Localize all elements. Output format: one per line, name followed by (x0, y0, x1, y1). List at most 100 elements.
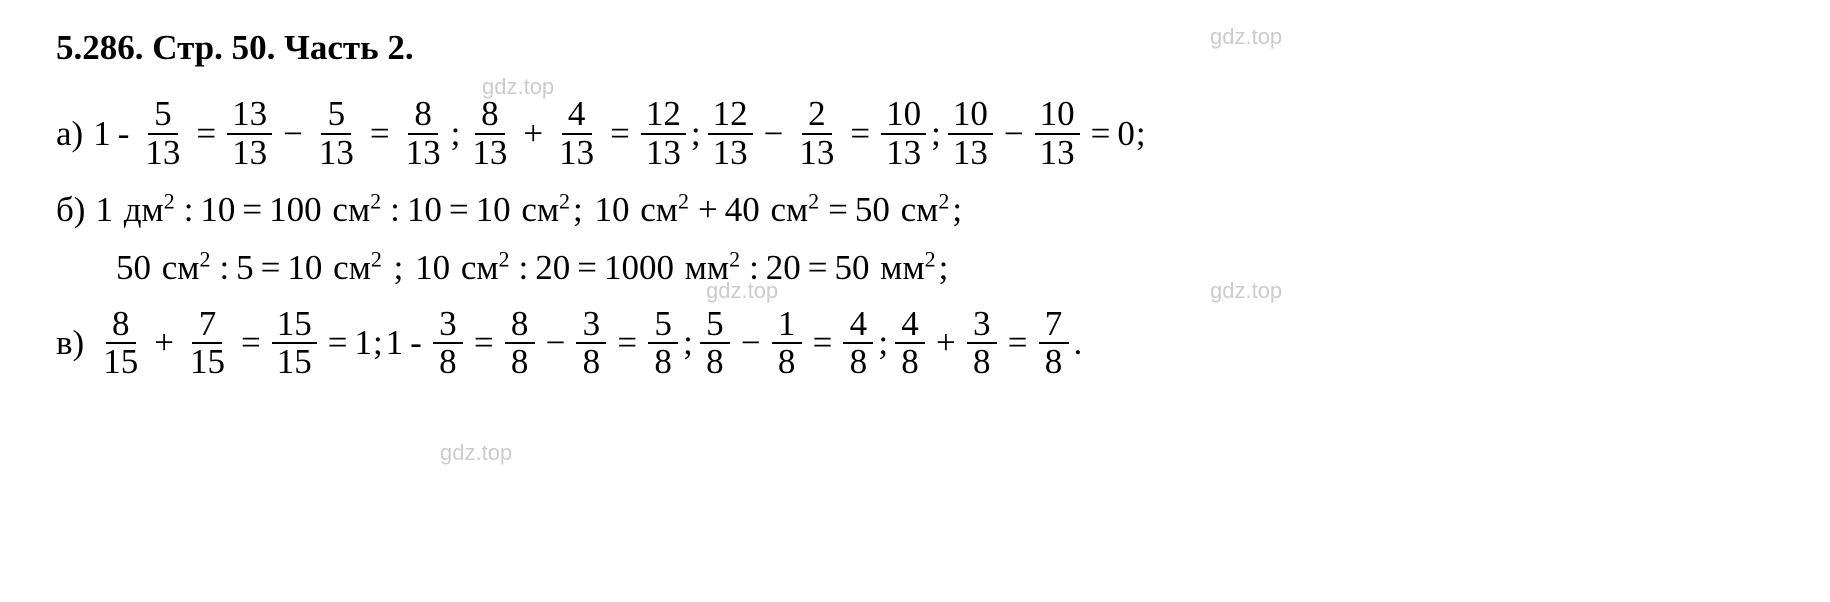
text: 50 (116, 248, 151, 288)
numerator: 1 (772, 306, 802, 345)
semicolon: ; (373, 323, 383, 363)
denominator: 13 (881, 135, 926, 172)
denominator: 13 (314, 135, 359, 172)
fraction: 88 (505, 306, 535, 382)
denominator: 8 (648, 344, 678, 381)
op-eq: = (261, 248, 281, 288)
fraction: 58 (648, 306, 678, 382)
fraction: 1213 (641, 96, 686, 172)
op-eq: = (617, 323, 637, 363)
page-label: Стр. 50. (152, 28, 275, 67)
semicolon: ; (691, 114, 701, 154)
fraction: 813 (401, 96, 446, 172)
numerator: 4 (843, 306, 873, 345)
fraction: 715 (185, 306, 230, 382)
text (384, 248, 393, 288)
semicolon: ; (683, 323, 693, 363)
denominator: 8 (843, 344, 873, 381)
fraction: 1515 (272, 306, 317, 382)
text (586, 190, 595, 230)
op-minus: − (1004, 114, 1024, 154)
unit-mm: мм2 (872, 248, 936, 288)
semicolon: ; (952, 190, 962, 230)
text: 10 (287, 248, 322, 288)
fraction: 38 (967, 306, 997, 382)
numerator: 12 (708, 96, 753, 135)
unit-cm: см2 (892, 190, 949, 230)
line-b1: б) 1 дм2 : 10 = 100 см2 : 10 = 10 см2 ; … (56, 190, 1774, 230)
fraction: 413 (554, 96, 599, 172)
fraction: 18 (772, 306, 802, 382)
denominator: 8 (772, 344, 802, 381)
op-minus: − (764, 114, 784, 154)
denominator: 13 (641, 135, 686, 172)
unit-mm: мм2 (676, 248, 740, 288)
denominator: 13 (708, 135, 753, 172)
fraction: 213 (794, 96, 839, 172)
line-v: в) 815 + 715 = 1515 = 1 ; 1 - 38 = 88 − … (56, 306, 1774, 382)
op-minus: − (546, 323, 566, 363)
label-v: в) (56, 323, 84, 363)
semicolon: ; (931, 114, 941, 154)
denominator: 8 (700, 344, 730, 381)
text: 10 (415, 248, 450, 288)
line-a: а) 1 - 513 = 1313 − 513 = 813 ; 813 + 41… (56, 96, 1774, 172)
numerator: 3 (967, 306, 997, 345)
op-minus: - (118, 114, 130, 154)
denominator: 13 (794, 135, 839, 172)
problem-number: 5.286. (56, 28, 144, 67)
op-eq: = (813, 323, 833, 363)
text: 20 (535, 248, 570, 288)
unit-cm: см2 (324, 190, 381, 230)
op-colon: : (749, 248, 759, 288)
text: 10 (595, 190, 630, 230)
numerator: 3 (576, 306, 606, 345)
op-eq: = (328, 323, 348, 363)
fraction: 815 (98, 306, 143, 382)
text: 1 (354, 323, 372, 363)
numerator: 15 (272, 306, 317, 345)
op-eq: = (610, 114, 630, 154)
op-colon: : (184, 190, 194, 230)
numerator: 7 (1039, 306, 1069, 345)
fraction: 1213 (708, 96, 753, 172)
denominator: 15 (185, 344, 230, 381)
op-eq: = (1008, 323, 1028, 363)
fraction: 513 (140, 96, 185, 172)
semicolon: ; (394, 248, 404, 288)
numerator: 5 (648, 306, 678, 345)
denominator: 8 (576, 344, 606, 381)
op-eq: = (1091, 114, 1111, 154)
numerator: 12 (641, 96, 686, 135)
part-label: Часть 2. (284, 28, 413, 67)
fraction: 48 (843, 306, 873, 382)
fraction: 58 (700, 306, 730, 382)
fraction: 38 (433, 306, 463, 382)
op-eq: = (850, 114, 870, 154)
numerator: 10 (881, 96, 926, 135)
denominator: 8 (505, 344, 535, 381)
numerator: 8 (475, 96, 505, 135)
text: 20 (766, 248, 801, 288)
unit-cm: см2 (762, 190, 819, 230)
op-eq: = (241, 323, 261, 363)
text: 10 (200, 190, 235, 230)
text: 1000 (604, 248, 674, 288)
semicolon: ; (878, 323, 888, 363)
numerator: 4 (562, 96, 592, 135)
op-colon: : (390, 190, 400, 230)
numerator: 5 (700, 306, 730, 345)
op-colon: : (519, 248, 529, 288)
numerator: 10 (1035, 96, 1080, 135)
op-plus: + (936, 323, 956, 363)
label-a: а) (56, 114, 83, 154)
numerator: 4 (895, 306, 925, 345)
unit-cm: см2 (324, 248, 381, 288)
unit-cm: см2 (153, 248, 210, 288)
text: 1 (95, 190, 113, 230)
op-eq: = (370, 114, 390, 154)
op-minus: − (741, 323, 761, 363)
op-eq: = (242, 190, 262, 230)
label-b: б) (56, 190, 85, 230)
fraction: 1013 (881, 96, 926, 172)
